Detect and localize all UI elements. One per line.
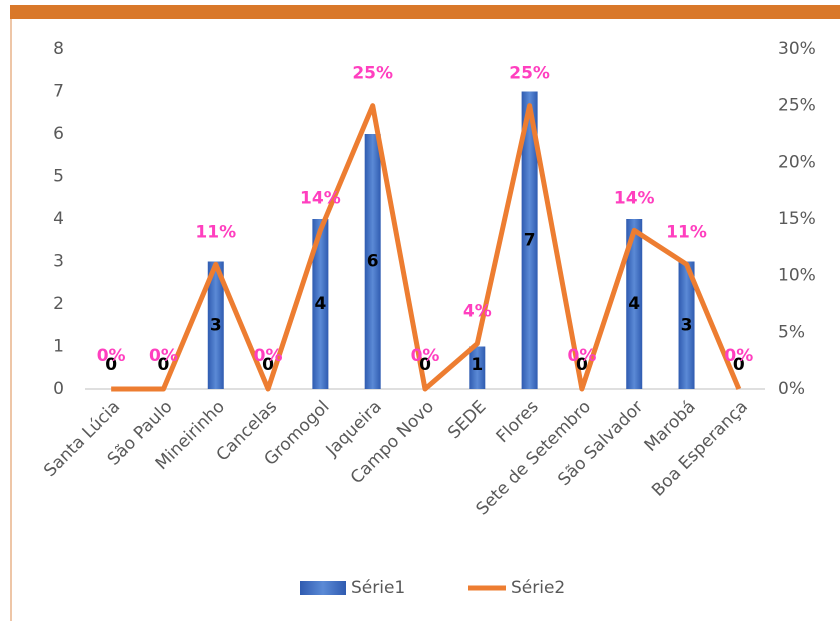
line-label: 25%: [509, 64, 550, 84]
bar: [678, 261, 695, 389]
line-label: 14%: [614, 188, 655, 208]
bar: [207, 261, 224, 389]
bar-label: 0: [105, 355, 117, 375]
y-tick-label: 0: [53, 379, 64, 399]
bar: [626, 219, 643, 389]
bar-label: 0: [419, 355, 431, 375]
line-label: 0%: [97, 346, 126, 366]
line-label: 11%: [666, 222, 707, 242]
header-bar: [10, 5, 840, 19]
bar: [364, 134, 381, 389]
line-label: 4%: [463, 302, 492, 322]
y-tick-label: 5: [53, 167, 64, 187]
y2-tick-label: 10%: [778, 266, 816, 286]
bar-label: 4: [314, 294, 326, 314]
x-tick-label: Santa Lúcia: [40, 397, 124, 481]
line-label: 25%: [352, 64, 393, 84]
bar-label: 7: [524, 230, 536, 250]
line-label: 14%: [300, 188, 341, 208]
y2-tick-label: 30%: [778, 39, 816, 59]
y-tick-label: 3: [53, 252, 64, 272]
bar-label: 6: [367, 252, 379, 272]
legend-label: Série1: [351, 578, 405, 598]
y2-tick-label: 20%: [778, 152, 816, 172]
y-tick-label: 8: [53, 39, 64, 59]
y-tick-label: 2: [53, 294, 64, 314]
bar-label: 1: [471, 355, 483, 375]
bar-label: 4: [628, 294, 640, 314]
x-tick-label: Boa Esperança: [648, 397, 752, 501]
x-tick-label: Flores: [493, 397, 543, 447]
y-tick-label: 4: [53, 209, 64, 229]
y2-tick-label: 15%: [778, 209, 816, 229]
line: [111, 103, 742, 392]
line-label: 0%: [411, 346, 440, 366]
y-tick-label: 1: [53, 337, 64, 357]
y2-tick-label: 25%: [778, 96, 816, 116]
bar-label: 0: [576, 355, 588, 375]
y2-tick-label: 5%: [778, 322, 805, 342]
y-tick-label: 7: [53, 82, 64, 102]
line-label: 0%: [567, 346, 596, 366]
bar-label: 0: [158, 355, 170, 375]
bar: [469, 346, 486, 389]
y-tick-label: 6: [53, 124, 64, 144]
y2-tick-label: 0%: [778, 379, 805, 399]
bar-label: 0: [262, 355, 274, 375]
bar: [312, 219, 329, 389]
bar: [521, 91, 538, 389]
bar-label: 0: [733, 355, 745, 375]
x-tick-label: SEDE: [444, 397, 490, 443]
line-label: 11%: [195, 222, 236, 242]
line-label: 0%: [254, 346, 283, 366]
bar-label: 3: [681, 315, 693, 335]
line-label: 0%: [724, 346, 753, 366]
bar-label: 3: [210, 315, 222, 335]
legend-swatch: [300, 581, 346, 595]
line-label: 0%: [149, 346, 178, 366]
legend-label: Série2: [511, 578, 565, 598]
